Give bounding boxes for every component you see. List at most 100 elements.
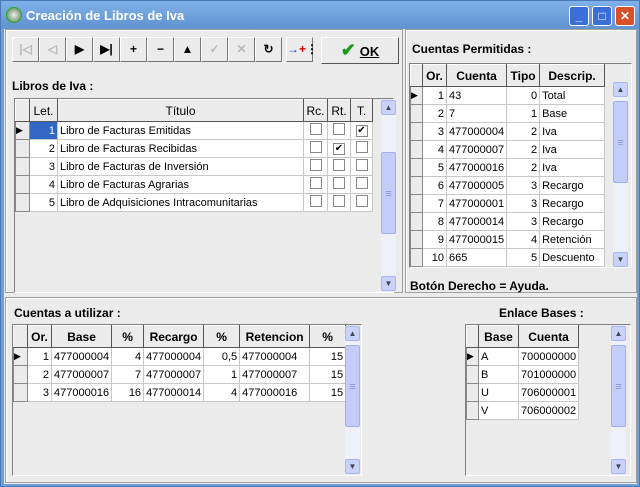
rc-checkbox[interactable] [309,141,322,153]
rc-checkbox-cell[interactable] [303,139,328,158]
column-header[interactable]: Or. [27,325,52,348]
last-record-button[interactable]: ▶| [93,37,120,62]
scroll-thumb[interactable]: ≡ [611,345,626,427]
tipo-cell[interactable]: 3 [506,212,541,231]
retencion-cell[interactable]: 477000007 [239,365,311,384]
refresh-data-button[interactable]: ↻ [255,37,282,62]
libros-grid[interactable]: Let. Título Rc. Rt. T. ▶ 1 Libro de Facturas Em… [14,98,396,293]
or-cell[interactable]: 1 [422,86,447,105]
first-record-button[interactable]: |◁ [12,37,39,62]
table-row[interactable]: 3 477000004 2 Iva [410,122,606,141]
let-cell[interactable]: 4 [29,175,58,194]
table-row[interactable]: 10 665 5 Descuento [410,248,606,267]
base-cell[interactable]: U [478,383,519,402]
table-row[interactable]: 4 Libro de Facturas Agrarias [15,175,373,194]
recargo-pct-cell[interactable]: 1 [203,365,241,384]
column-header[interactable]: Título [57,99,304,122]
or-cell[interactable]: 4 [422,140,447,159]
or-cell[interactable]: 6 [422,176,447,195]
rc-checkbox[interactable] [309,123,322,135]
rt-checkbox[interactable] [333,195,345,207]
t-checkbox[interactable] [355,195,368,207]
or-cell[interactable]: 9 [422,230,447,249]
table-row[interactable]: 9 477000015 4 Retención [410,230,606,249]
table-row[interactable]: 8 477000014 3 Recargo [410,212,606,231]
column-header[interactable]: Base [50,325,113,348]
cuenta-cell[interactable]: 477000016 [445,158,508,177]
scroll-thumb[interactable]: ≡ [381,152,396,234]
tipo-cell[interactable]: 5 [506,248,541,267]
descrip-cell[interactable]: Descuento [539,248,606,267]
recargo-pct-cell[interactable]: 0,5 [203,347,241,366]
rt-checkbox[interactable]: ✔ [333,143,345,155]
tipo-cell[interactable]: 2 [506,122,541,141]
or-cell[interactable]: 1 [27,347,52,366]
column-header[interactable]: Let. [29,99,58,122]
column-header[interactable]: % [309,325,347,348]
cuenta-cell[interactable]: 7 [445,104,508,123]
edit-record-button[interactable]: ▲ [174,37,201,62]
rt-checkbox-cell[interactable] [327,121,351,140]
cuentas-utilizar-grid[interactable]: Or. Base% Recargo% Retencion% ▶ 1 477000004 4 47… [12,324,362,476]
descrip-cell[interactable]: Base [539,104,606,123]
vertical-scrollbar[interactable]: ▲ ≡ ▼ [345,326,360,474]
vertical-scrollbar[interactable]: ▲ ≡ ▼ [381,100,396,291]
table-row[interactable]: ▶ 1 Libro de Facturas Emitidas ✔ [15,121,373,140]
titulo-cell[interactable]: Libro de Facturas Agrarias [57,175,304,194]
column-header[interactable]: % [203,325,241,348]
base-cell[interactable]: 477000007 [50,365,113,384]
column-header[interactable]: Rc. [303,99,328,122]
delete-record-button[interactable]: − [147,37,174,62]
cancel-edit-button[interactable]: ✕ [228,37,255,62]
insert-record-button[interactable]: + [120,37,147,62]
cuenta-cell[interactable]: 701000000 [517,365,580,384]
cuenta-cell[interactable]: 43 [445,86,508,105]
prior-record-button[interactable]: ◁ [39,37,66,62]
t-checkbox-cell[interactable] [350,139,373,158]
table-row[interactable]: ▶ A 700000000 [466,347,580,366]
base-pct-cell[interactable]: 4 [111,347,145,366]
rt-checkbox[interactable] [333,177,345,189]
base-cell[interactable]: V [478,401,519,420]
base-cell[interactable]: A [478,347,519,366]
cuenta-cell[interactable]: 477000005 [445,176,508,195]
cuenta-cell[interactable]: 706000002 [517,401,580,420]
or-cell[interactable]: 8 [422,212,447,231]
cuenta-cell[interactable]: 700000000 [517,347,580,366]
retencion-pct-cell[interactable]: 15 [309,347,347,366]
close-button[interactable]: ✕ [615,6,635,26]
column-header[interactable]: Or. [422,64,447,87]
t-checkbox-cell[interactable] [350,157,373,176]
let-cell[interactable]: 2 [29,139,58,158]
table-row[interactable]: 4 477000007 2 Iva [410,140,606,159]
cuenta-cell[interactable]: 665 [445,248,508,267]
scroll-up-icon[interactable]: ▲ [381,100,396,115]
cuenta-cell[interactable]: 477000014 [445,212,508,231]
or-cell[interactable]: 7 [422,194,447,213]
retencion-pct-cell[interactable]: 15 [309,383,347,402]
rt-checkbox-cell[interactable] [327,175,351,194]
descrip-cell[interactable]: Iva [539,122,606,141]
cuentas-permitidas-grid[interactable]: Or. Cuenta Tipo Descrip. ▶ 1 43 0 Total 2 7 1 Base 3 4… [409,63,632,268]
column-header[interactable]: Base [478,325,519,348]
titulo-cell[interactable]: Libro de Adquisiciones Intracomunitarias [57,193,304,212]
minimize-button[interactable]: _ [569,6,589,26]
descrip-cell[interactable]: Recargo [539,176,606,195]
column-header[interactable]: % [111,325,145,348]
vertical-scrollbar[interactable]: ▲ ≡ ▼ [613,82,628,267]
t-checkbox-cell[interactable]: ✔ [350,121,373,140]
scroll-thumb[interactable]: ≡ [613,101,628,183]
tipo-cell[interactable]: 2 [506,140,541,159]
base-pct-cell[interactable]: 16 [111,383,145,402]
cuenta-cell[interactable]: 477000004 [445,122,508,141]
rc-checkbox-cell[interactable] [303,157,328,176]
rt-checkbox-cell[interactable] [327,157,351,176]
maximize-button[interactable]: □ [592,6,612,26]
t-checkbox-cell[interactable] [350,175,373,194]
cuenta-cell[interactable]: 477000007 [445,140,508,159]
base-pct-cell[interactable]: 7 [111,365,145,384]
retencion-pct-cell[interactable]: 15 [309,365,347,384]
cuenta-cell[interactable]: 477000001 [445,194,508,213]
table-row[interactable]: 3 477000016 16 477000014 4 477000016 15 [13,383,347,402]
rc-checkbox[interactable] [309,159,322,171]
